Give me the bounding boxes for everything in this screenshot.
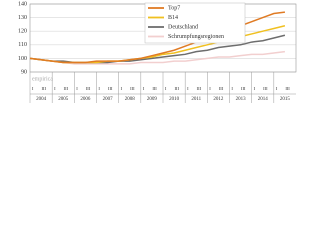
year-label: 2015 [280,97,291,102]
year-label: 2014 [258,97,269,102]
quarter-label: I [165,86,167,91]
quarter-label: III [86,86,91,91]
series-line [29,50,286,65]
y-tick-label: 130 [18,15,27,21]
quarter-label: I [254,86,256,91]
quarter-label: III [41,86,46,91]
quarter-label: I [76,86,78,91]
quarter-label: III [108,86,113,91]
quarter-label: I [276,86,278,91]
y-tick-label: 140 [18,1,27,7]
y-tick-label: 120 [18,29,27,35]
quarter-label: III [130,86,135,91]
quarter-label: III [152,86,157,91]
legend-label: Top7 [168,5,180,11]
source-label: empirica [32,76,53,82]
year-label: 2012 [213,97,224,102]
quarter-label: I [231,86,233,91]
year-label: 2010 [169,97,180,102]
quarter-label: I [54,86,56,91]
quarter-label: III [174,86,179,91]
legend-label: B14 [168,15,178,21]
quarter-label: I [209,86,211,91]
legend-label: Schrumpfungsregionen [168,33,224,40]
quarter-label: III [263,86,268,91]
quarter-label: III [241,86,246,91]
quarter-label: III [219,86,224,91]
year-label: 2009 [147,97,158,102]
quarter-label: I [187,86,189,91]
quarter-label: I [98,86,100,91]
year-label: 2006 [80,97,91,102]
year-label: 2005 [58,97,69,102]
year-label: 2011 [191,97,201,102]
quarter-label: I [32,86,34,91]
y-tick-label: 110 [18,42,27,48]
year-label: 2008 [125,97,136,102]
quarter-label: III [197,86,202,91]
quarter-label: I [121,86,123,91]
quarter-label: III [64,86,69,91]
legend-label: Deutschland [168,24,198,30]
year-label: 2007 [103,97,114,102]
y-tick-label: 100 [18,56,27,62]
y-tick-label: 90 [21,69,27,75]
quarter-label: III [285,86,290,91]
year-label: 2013 [236,97,247,102]
quarter-label: I [143,86,145,91]
year-label: 2004 [36,97,47,102]
